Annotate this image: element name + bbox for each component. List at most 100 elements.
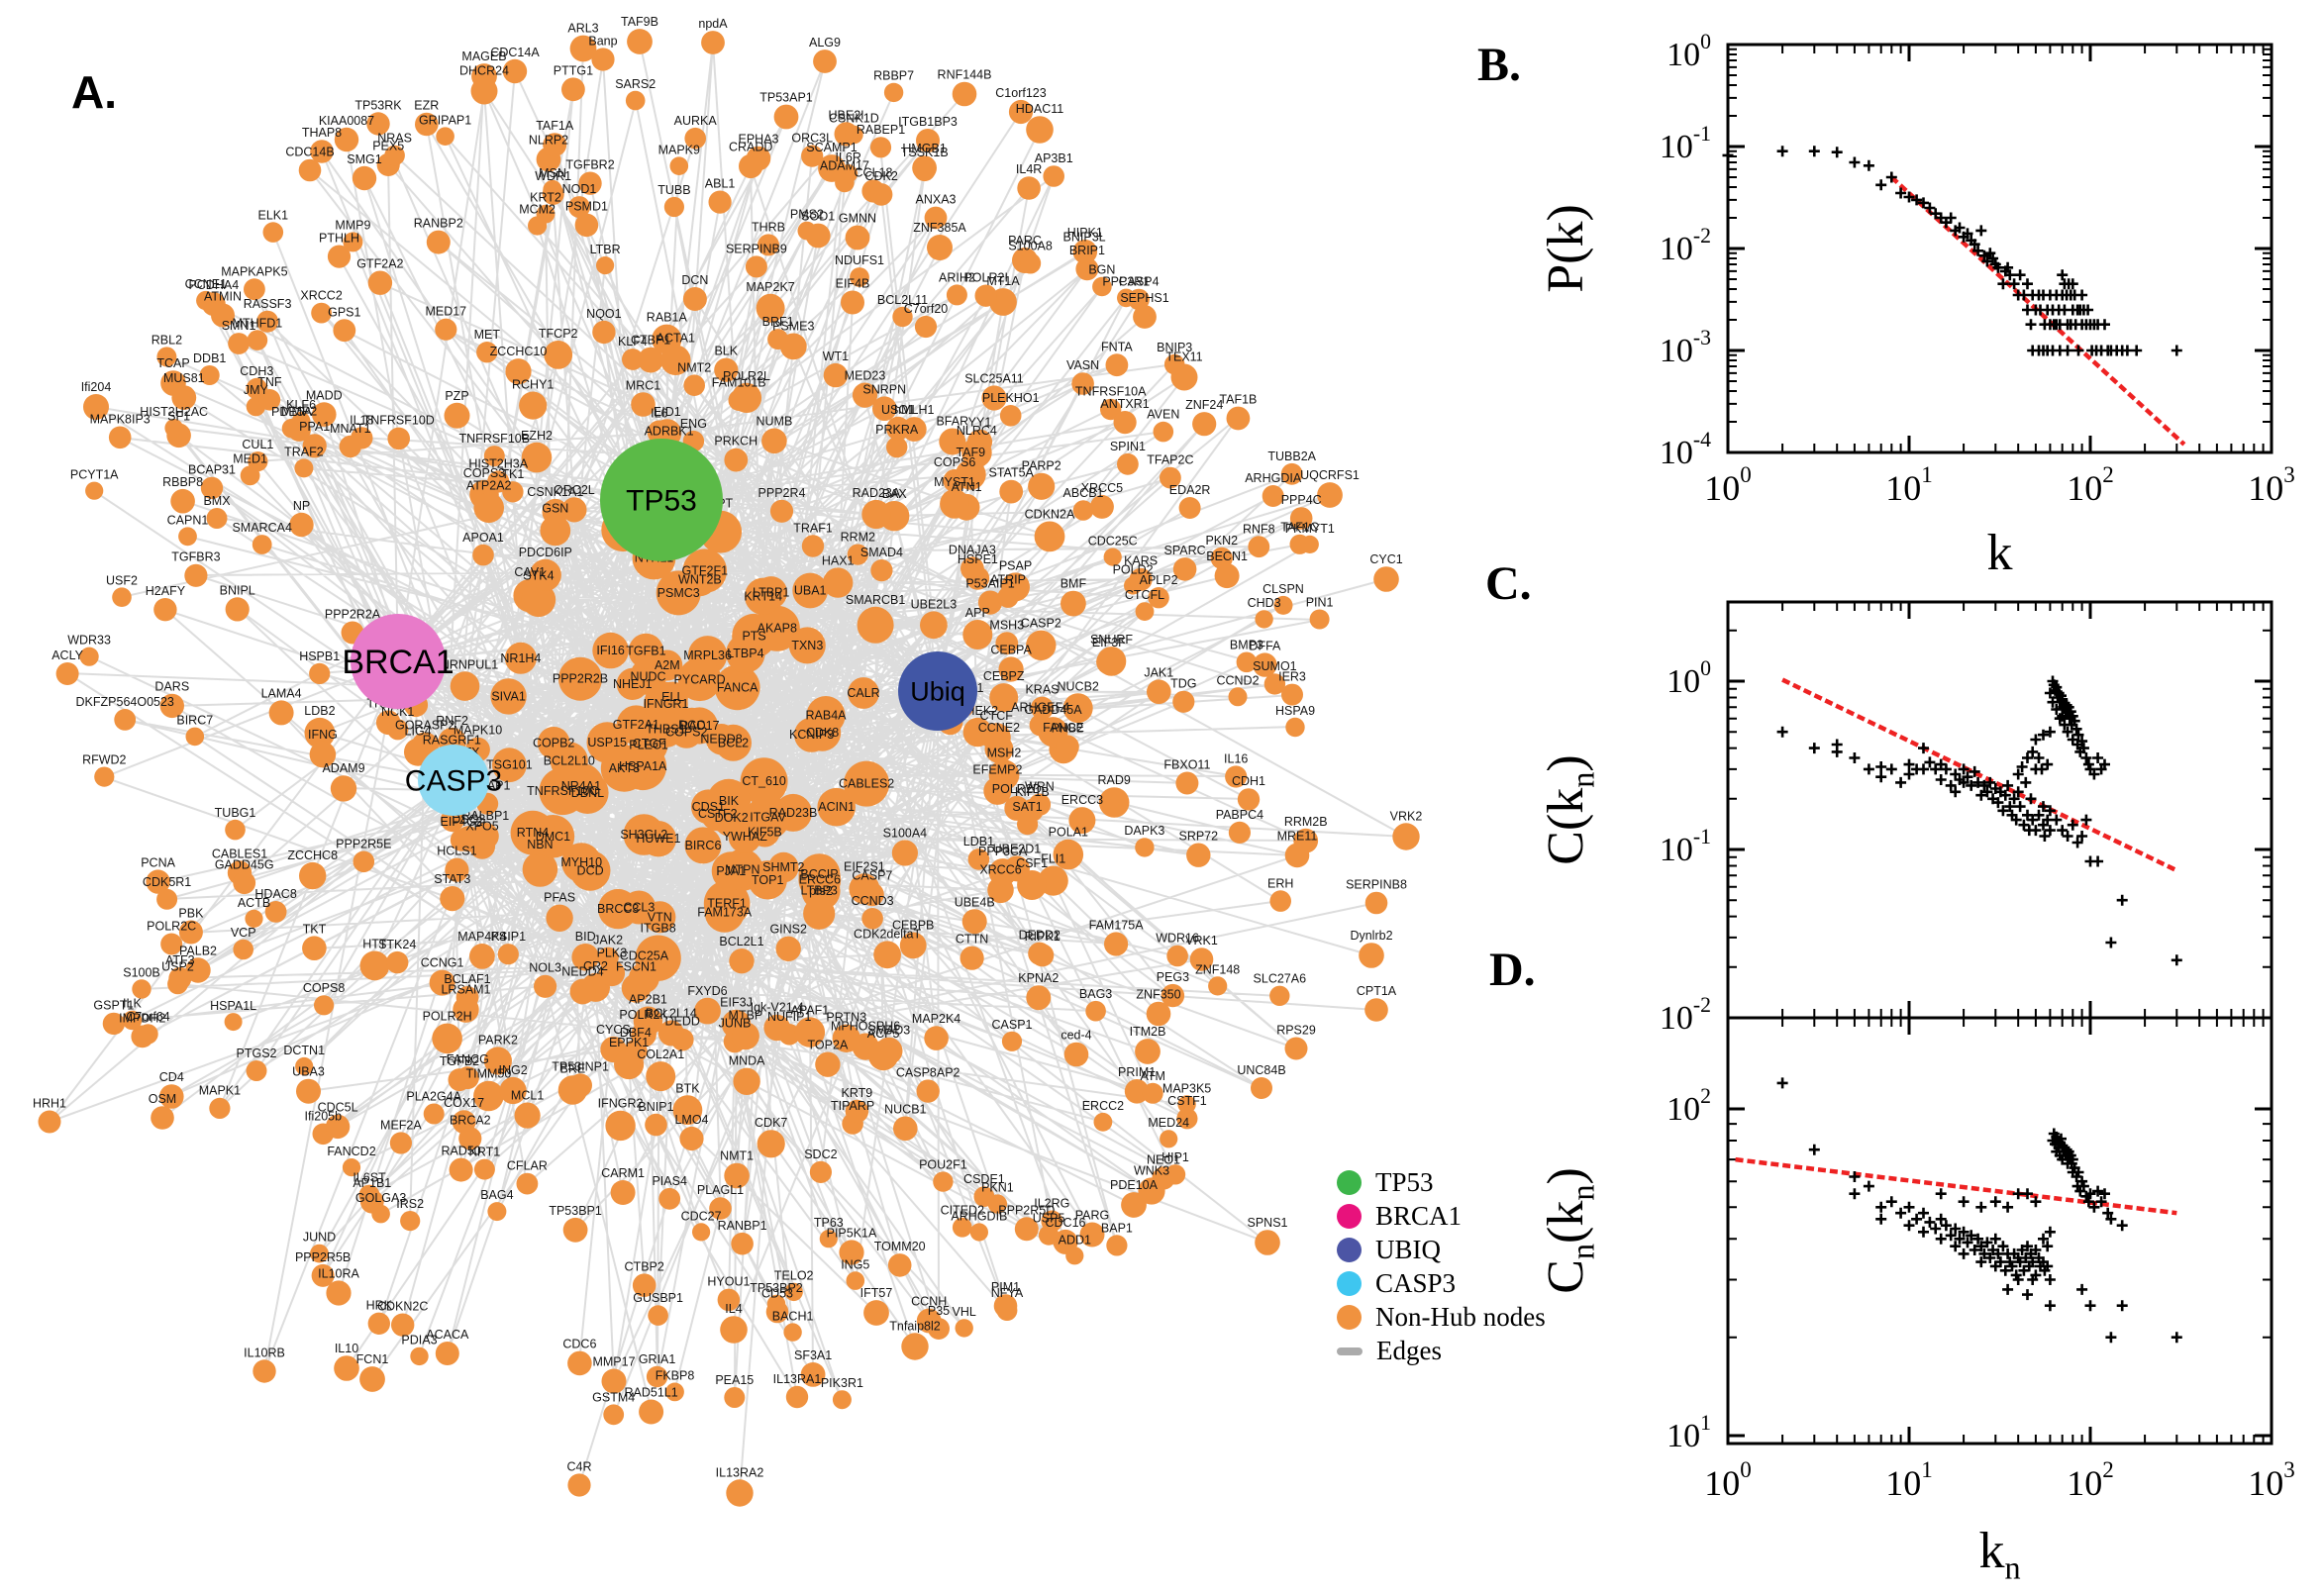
axis-tick-label: 10-2 [1660,993,1711,1037]
network-node-label: LTBP4 [727,647,763,660]
network-node [423,1103,445,1125]
legend-color-dot [1337,1305,1362,1330]
network-node-label: CD53 [761,1287,793,1301]
network-node [1284,1037,1308,1060]
network-node [815,1051,841,1077]
network-node [600,745,649,792]
network-node [1014,1217,1039,1242]
network-node [516,1172,539,1195]
network-node [623,814,665,855]
network-node [701,31,725,54]
network-node [1147,679,1171,704]
network-node [720,1316,748,1344]
network-node-label: MAPK8IP3 [90,413,151,427]
network-node-label: ITM2B [1130,1025,1166,1039]
network-node [1041,1210,1063,1233]
network-node [521,582,556,618]
hub-label-casp3: CASP3 [405,765,502,798]
network-node-label: TNFRSF10C [527,784,598,798]
network-node-label: LTBR [590,243,621,256]
network-node [544,341,573,369]
network-node-label: POLR2C [147,920,196,934]
legend-item-non-hub-nodes: Non-Hub nodes [1337,1302,1546,1332]
network-node [1026,630,1057,660]
network-node [504,642,537,674]
data-points [1776,675,2182,966]
network-node [669,156,689,175]
network-node-label: DNAJA3 [949,544,996,557]
network-node [1237,788,1261,811]
network-node-label: ACTB [238,896,270,910]
network-node [709,1197,732,1220]
network-node [225,819,246,841]
network-node-label: CCL18 [855,165,893,179]
network-node [779,333,807,360]
network-node [763,1014,790,1042]
network-node [1034,521,1065,552]
network-node [262,222,284,243]
network-node-label: POLR2H [423,1010,472,1024]
plot-ticks [1728,1018,2272,1444]
axis-tick-label: 100 [1704,461,1752,508]
network-node-label: KIF5B [748,825,782,839]
network-node-label: NLRC4 [957,424,997,438]
network-node-label: SF1 [167,410,190,424]
network-node [1063,1042,1089,1067]
network-node-label: PLEKHO1 [982,391,1040,405]
network-node [748,860,787,900]
network-node-label: USP5 [1033,1211,1065,1225]
network-node-label: MYH10 [560,855,602,869]
network-node-label: SMARCB1 [846,593,905,607]
network-node-label: NBN [527,838,553,851]
network-node-label: CSDE1 [963,1172,1005,1186]
network-node [1106,1235,1128,1256]
network-node [389,1132,412,1154]
network-node [960,556,984,581]
network-node [746,795,791,840]
network-node-label: AP3B1 [1035,151,1073,165]
network-node-label: POLR2K [619,1008,668,1022]
network-node [1225,765,1248,788]
network-node-label: TIMM50 [465,1067,511,1081]
network-node [724,1387,746,1408]
network-node [962,620,993,649]
network-node [1176,1108,1198,1130]
network-node [490,678,527,715]
network-node-label: CUL1 [242,438,273,451]
network-node-label: POLD2 [1113,562,1154,576]
network-node [108,426,132,449]
network-node-label: COPS2 [665,726,707,740]
network-node-label: IL10RB [244,1346,285,1359]
network-node-label: TOMM20 [874,1240,926,1253]
network-node-label: BCLAF1 [444,972,490,986]
network-node-label: BECN1 [1206,549,1248,563]
network-node-label: CASP8AP2 [896,1065,960,1079]
network-node [658,1187,681,1210]
network-node-label: APOA1 [462,531,504,545]
network-node-label: GSTM4 [592,1390,635,1404]
network-node-label: HIPK1 [1067,226,1103,240]
network-node-label: PDE5A [271,405,313,419]
network-node-label: RAB4A [806,709,848,723]
network-node [684,827,722,864]
network-node [245,909,263,929]
network-node-label: THBS1 [646,723,685,737]
network-node-label: IL2RG [1034,1197,1069,1211]
network-node-label: RNF8 [1243,522,1275,536]
network-node-label: P53AIP1 [965,576,1014,590]
network-node-label: TP53AP1 [759,91,813,105]
network-node-label: PTS [742,629,765,643]
network-node [487,1202,507,1222]
network-node-label: ADAM9 [322,761,364,775]
network-node-label: PARC [1008,234,1042,248]
network-node [846,1271,865,1290]
network-node-label: KRT1 [469,1146,501,1159]
network-node-label: BTK [675,1081,700,1095]
network-node-label: NUCB1 [884,1102,926,1116]
network-node-label: PCYT1A [70,468,119,482]
network-node-label: JMY [244,383,269,397]
network-node [1121,1192,1147,1218]
network-node-label: CYCS [596,1023,631,1037]
network-node-label: RAB1A [647,311,688,325]
network-node-label: CDC16 [1046,1216,1086,1230]
